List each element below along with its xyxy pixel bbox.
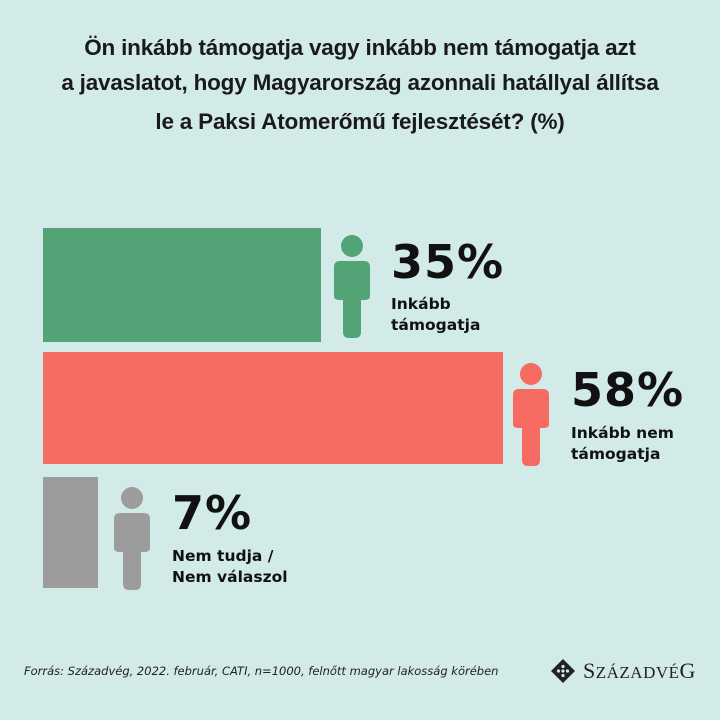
label-support: Inkább támogatja [391, 295, 481, 334]
label-dontknow: Nem tudja / Nem válaszol [172, 547, 288, 586]
bar-oppose [43, 352, 503, 464]
bar-dontknow [43, 477, 98, 588]
label-oppose: Inkább nem támogatja [571, 424, 674, 463]
szazadveg-logo: SZÁZADVÉG [551, 658, 696, 684]
chart-title: Ön inkább támogatja vagy inkább nem támo… [0, 30, 720, 139]
value-oppose: 58% [571, 363, 685, 417]
person-icon [334, 235, 370, 338]
title-line-2: a javaslatot, hogy Magyarország azonnali… [61, 70, 659, 95]
bar-support [43, 228, 321, 342]
value-support: 35% [391, 235, 505, 289]
person-icon [513, 363, 549, 466]
value-dontknow: 7% [172, 486, 253, 540]
logo-text: SZÁZADVÉG [583, 658, 696, 683]
source-note: Forrás: Századvég, 2022. február, CATI, … [24, 664, 499, 678]
person-icon [114, 487, 150, 590]
diamond-logo-icon [551, 659, 575, 683]
title-line-3: le a Paksi Atomerőmű fejlesztését? (%) [155, 109, 565, 134]
title-line-1: Ön inkább támogatja vagy inkább nem támo… [84, 35, 636, 60]
